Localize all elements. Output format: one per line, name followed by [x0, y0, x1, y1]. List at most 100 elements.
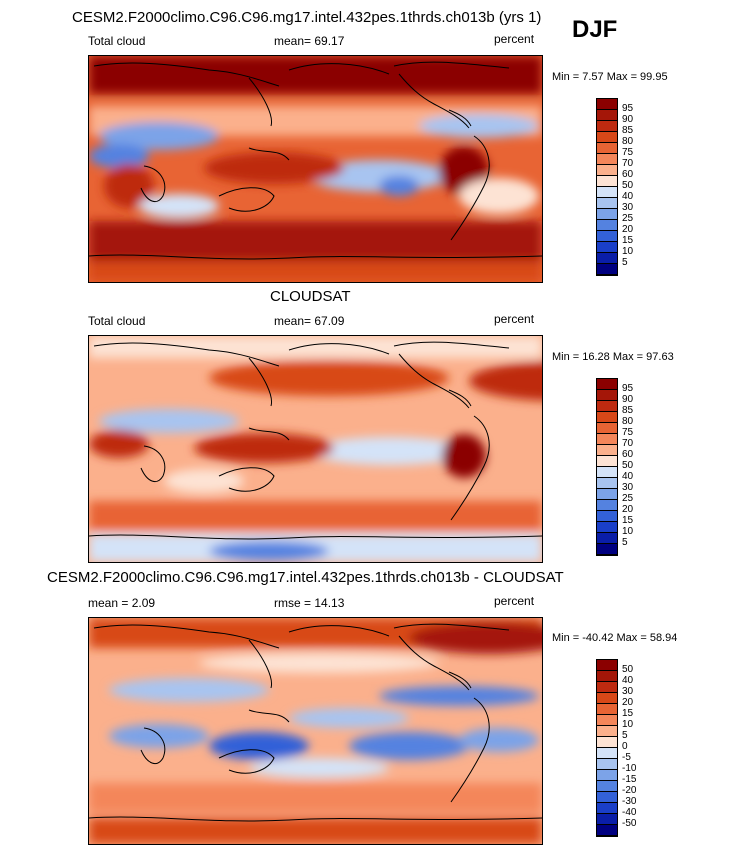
- colorbar-tick-label: 30: [622, 686, 634, 697]
- colorbar-tick-label: 15: [622, 515, 634, 526]
- panel-3-rmse-label: rmse = 14.13: [274, 596, 345, 610]
- panel-2-map: [88, 335, 543, 563]
- colorbar-swatch: [597, 423, 617, 434]
- colorbar-tick-label: 5: [622, 730, 628, 741]
- colorbar-tick-label: 90: [622, 114, 634, 125]
- colorbar-tick-label: 70: [622, 158, 634, 169]
- colorbar-tick-label: 10: [622, 719, 634, 730]
- colorbar-swatch: [597, 198, 617, 209]
- panel-2-minmax: Min = 16.28 Max = 97.63: [552, 351, 674, 363]
- colorbar-swatch: [597, 176, 617, 187]
- colorbar-tick-label: -5: [622, 752, 631, 763]
- colorbar-swatch: [597, 726, 617, 737]
- colorbar-swatch: [597, 522, 617, 533]
- colorbar-swatch: [597, 412, 617, 423]
- colorbar-tick-label: 75: [622, 147, 634, 158]
- panel-2-field: [89, 336, 542, 562]
- colorbar-tick-label: 25: [622, 213, 634, 224]
- colorbar-tick-label: -10: [622, 763, 637, 774]
- panel-3-field: [89, 618, 542, 844]
- colorbar-tick-label: 75: [622, 427, 634, 438]
- colorbar-tick-label: 50: [622, 460, 634, 471]
- colorbar-swatch: [597, 792, 617, 803]
- colorbar-swatch: [597, 132, 617, 143]
- colorbar-swatch: [597, 242, 617, 253]
- colorbar-swatch: [597, 99, 617, 110]
- colorbar-tick-label: -40: [622, 807, 637, 818]
- panel-2-units-label: percent: [494, 312, 535, 326]
- panel-3-map: [88, 617, 543, 845]
- colorbar-tick-label: 60: [622, 169, 634, 180]
- colorbar-tick-label: 15: [622, 708, 634, 719]
- colorbar-swatch: [597, 781, 617, 792]
- colorbar-swatch: [597, 759, 617, 770]
- colorbar-swatch: [597, 803, 617, 814]
- colorbar-tick-label: 25: [622, 493, 634, 504]
- colorbar-tick-label: 70: [622, 438, 634, 449]
- colorbar-swatch: [597, 671, 617, 682]
- colorbar-tick-label: 15: [622, 235, 634, 246]
- panel-1-variable-label: Total cloud: [88, 34, 146, 48]
- colorbar-swatch: [597, 110, 617, 121]
- colorbar-tick-label: 80: [622, 136, 634, 147]
- colorbar-tick-label: 85: [622, 125, 634, 136]
- colorbar-tick-label: 50: [622, 664, 634, 675]
- colorbar-tick-label: 30: [622, 202, 634, 213]
- colorbar-tick-label: 20: [622, 697, 634, 708]
- colorbar-swatch: [597, 165, 617, 176]
- colorbar-swatch: [597, 445, 617, 456]
- colorbar-swatch: [597, 489, 617, 500]
- colorbar-tick-label: -50: [622, 818, 637, 829]
- panel-1-units-label: percent: [494, 32, 535, 46]
- colorbar-swatch: [597, 467, 617, 478]
- colorbar-tick-label: 5: [622, 257, 628, 268]
- colorbar-swatch: [597, 121, 617, 132]
- colorbar-tick-label: 20: [622, 224, 634, 235]
- colorbar-swatch: [597, 500, 617, 511]
- colorbar-swatch: [597, 544, 617, 555]
- colorbar-tick-label: -30: [622, 796, 637, 807]
- colorbar-swatch: [597, 533, 617, 544]
- colorbar-swatch: [597, 187, 617, 198]
- colorbar-tick-label: 30: [622, 482, 634, 493]
- colorbar-swatch: [597, 390, 617, 401]
- colorbar-tick-label: 0: [622, 741, 628, 752]
- colorbar-tick-label: 50: [622, 180, 634, 191]
- panel-3-title: CESM2.F2000climo.C96.C96.mg17.intel.432p…: [47, 569, 564, 586]
- colorbar-tick-label: -15: [622, 774, 637, 785]
- panel-2-variable-label: Total cloud: [88, 314, 146, 328]
- colorbar-swatch: [597, 154, 617, 165]
- colorbar-swatch: [597, 715, 617, 726]
- colorbar-swatch: [597, 770, 617, 781]
- panel-2-colorbar: [596, 378, 618, 556]
- panel-3-colorbar: [596, 659, 618, 837]
- colorbar-swatch: [597, 456, 617, 467]
- panel-1-title: CESM2.F2000climo.C96.C96.mg17.intel.432p…: [72, 9, 542, 26]
- panel-1-minmax: Min = 7.57 Max = 99.95: [552, 71, 668, 83]
- colorbar-tick-label: 95: [622, 103, 634, 114]
- colorbar-swatch: [597, 209, 617, 220]
- colorbar-swatch: [597, 660, 617, 671]
- panel-3-units-label: percent: [494, 594, 535, 608]
- colorbar-swatch: [597, 264, 617, 275]
- colorbar-swatch: [597, 401, 617, 412]
- colorbar-swatch: [597, 434, 617, 445]
- colorbar-swatch: [597, 511, 617, 522]
- panel-1-mean-label: mean= 69.17: [274, 34, 345, 48]
- colorbar-swatch: [597, 231, 617, 242]
- colorbar-tick-label: 20: [622, 504, 634, 515]
- colorbar-tick-label: 95: [622, 383, 634, 394]
- colorbar-swatch: [597, 379, 617, 390]
- colorbar-tick-label: 10: [622, 526, 634, 537]
- colorbar-tick-label: 90: [622, 394, 634, 405]
- colorbar-tick-label: 10: [622, 246, 634, 257]
- colorbar-tick-label: 40: [622, 471, 634, 482]
- panel-2-title: CLOUDSAT: [270, 288, 351, 305]
- colorbar-swatch: [597, 143, 617, 154]
- season-label: DJF: [572, 16, 618, 43]
- colorbar-swatch: [597, 220, 617, 231]
- colorbar-swatch: [597, 748, 617, 759]
- colorbar-swatch: [597, 737, 617, 748]
- colorbar-tick-label: 80: [622, 416, 634, 427]
- colorbar-swatch: [597, 825, 617, 836]
